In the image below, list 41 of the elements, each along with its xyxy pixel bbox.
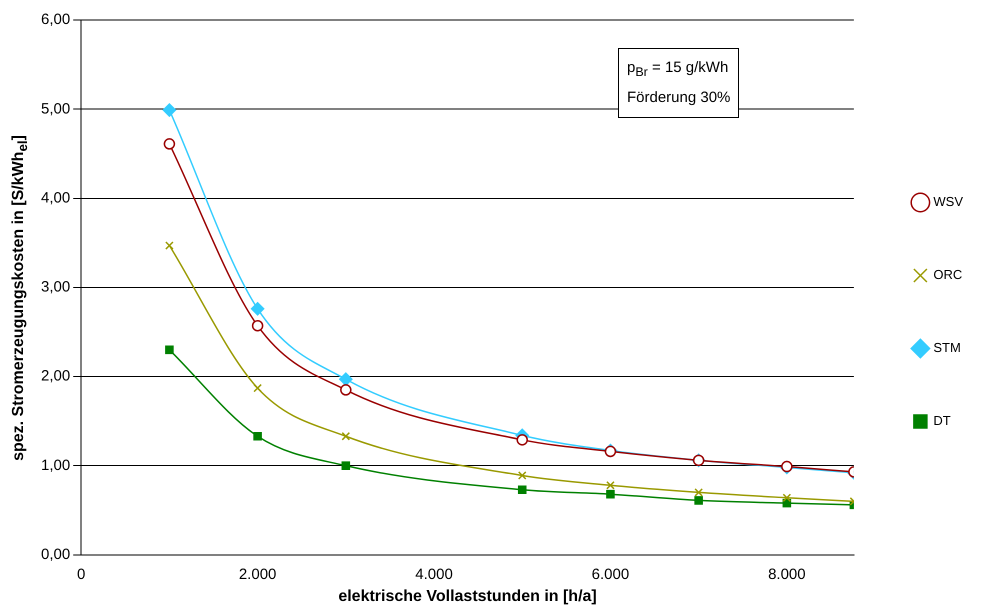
point [252, 320, 264, 332]
point [694, 488, 703, 497]
x-tick-label: 6.000 [592, 566, 630, 583]
y-tick-label: 4,00 [40, 189, 70, 206]
y-tick-label: 3,00 [40, 278, 70, 296]
x-tick-label: 0 [77, 566, 86, 583]
y-tick-label: 2,00 [40, 368, 70, 385]
legend-label: DT [933, 413, 951, 428]
x-tick-label: 2.000 [238, 566, 276, 583]
point [782, 493, 792, 502]
x-tick-label: 4.000 [415, 566, 453, 583]
point [250, 302, 264, 316]
x-tick-label: 8.000 [768, 566, 806, 583]
point [339, 372, 353, 386]
point [253, 432, 262, 441]
point [165, 241, 174, 250]
point [340, 384, 352, 396]
point [606, 480, 615, 490]
point [253, 384, 262, 392]
y-tick-label: 1,00 [40, 456, 70, 474]
legend-label: ORC [933, 267, 962, 282]
x-axis-title: elektrische Vollaststunden in [h/a] [338, 588, 597, 605]
point [342, 461, 350, 470]
point [604, 446, 616, 458]
point [606, 490, 615, 498]
y-tick-label: 0,00 [40, 546, 70, 563]
point [518, 485, 527, 494]
y-tick-label: 6,00 [40, 11, 70, 28]
legend-label: WSV [933, 194, 964, 210]
point [518, 471, 527, 480]
point [342, 432, 350, 441]
point [165, 346, 174, 354]
point [516, 434, 528, 446]
annotation: Förderung 30% [627, 88, 730, 108]
annotation: p$_{Br}$ = 15 g/kWh [627, 58, 730, 81]
legend-label: STM [933, 340, 961, 356]
point [781, 460, 793, 472]
y-tick-label: 5,00 [40, 100, 70, 118]
point [162, 103, 176, 117]
point [694, 496, 703, 505]
point [164, 138, 176, 150]
